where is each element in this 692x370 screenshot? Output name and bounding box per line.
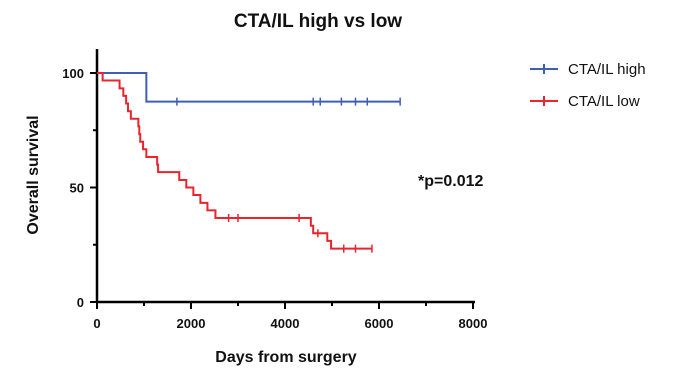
legend-item-high: CTA/IL high xyxy=(530,61,646,78)
x-tick-label: 6000 xyxy=(365,316,394,331)
x-axis-label: Days from surgery xyxy=(215,349,356,366)
x-ticks: 0 2000 4000 6000 8000 xyxy=(93,302,487,331)
x-tick-label: 4000 xyxy=(271,316,300,331)
chart-title: CTA/IL high vs low xyxy=(234,11,402,32)
y-ticks: 0 50 100 xyxy=(62,66,97,310)
legend: CTA/IL high CTA/IL low xyxy=(530,61,646,110)
y-axis-label: Overall survival xyxy=(25,115,42,234)
legend-label-low: CTA/IL low xyxy=(568,93,640,110)
legend-label-high: CTA/IL high xyxy=(568,61,646,78)
x-tick-label: 2000 xyxy=(177,316,206,331)
series-group xyxy=(97,72,401,253)
y-tick-label: 50 xyxy=(70,181,84,196)
x-tick-label: 8000 xyxy=(459,316,488,331)
survival-curve-low xyxy=(97,72,372,250)
y-tick-label: 0 xyxy=(77,295,84,310)
x-tick-label: 0 xyxy=(93,316,100,331)
legend-item-low: CTA/IL low xyxy=(530,93,640,110)
p-value-annotation: *p=0.012 xyxy=(418,173,483,190)
y-tick-label: 100 xyxy=(62,66,84,81)
survival-curve-high xyxy=(97,72,401,103)
